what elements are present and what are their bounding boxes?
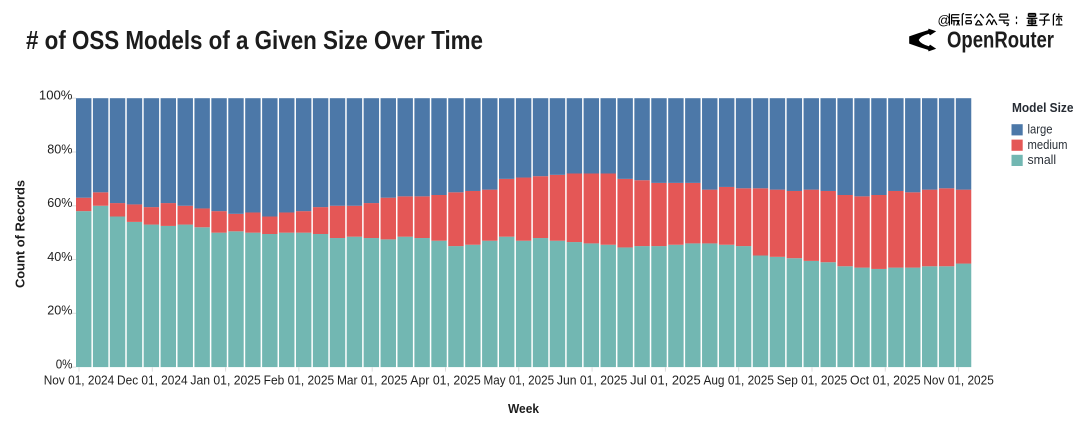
svg-text:100%: 100% [39, 88, 73, 103]
svg-text:# of OSS Models of a Given Siz: # of OSS Models of a Given Size Over Tim… [26, 25, 483, 55]
svg-text:Feb 01, 2025: Feb 01, 2025 [264, 373, 335, 388]
svg-text:Jul 01, 2025: Jul 01, 2025 [630, 373, 701, 388]
svg-text:Jan 01, 2025: Jan 01, 2025 [190, 373, 261, 388]
svg-text:Oct 01, 2025: Oct 01, 2025 [850, 373, 921, 388]
svg-text:Dec 01, 2024: Dec 01, 2024 [117, 373, 188, 388]
svg-text:60%: 60% [47, 195, 72, 210]
svg-text:small: small [1028, 153, 1057, 167]
svg-text:Nov 01, 2024: Nov 01, 2024 [44, 373, 115, 388]
svg-text:@: @ [938, 13, 951, 28]
svg-text:Apr 01, 2025: Apr 01, 2025 [410, 373, 481, 388]
svg-text:Nov 01, 2025: Nov 01, 2025 [923, 373, 994, 388]
svg-text:Jun 01, 2025: Jun 01, 2025 [557, 373, 628, 388]
svg-text:80%: 80% [47, 141, 72, 156]
svg-text:OpenRouter: OpenRouter [947, 27, 1054, 53]
svg-text:medium: medium [1028, 138, 1068, 152]
svg-text:large: large [1028, 123, 1053, 137]
svg-text:Mar 01, 2025: Mar 01, 2025 [337, 373, 408, 388]
svg-text:20%: 20% [47, 303, 72, 318]
svg-text:Week: Week [508, 401, 540, 416]
svg-text:May 01, 2025: May 01, 2025 [484, 373, 555, 388]
svg-text:40%: 40% [47, 249, 72, 264]
svg-text:Sep 01, 2025: Sep 01, 2025 [777, 373, 848, 388]
svg-text:Aug 01, 2025: Aug 01, 2025 [703, 373, 774, 388]
svg-text:0%: 0% [56, 357, 73, 372]
svg-text:Count of Records: Count of Records [12, 180, 27, 288]
svg-text:Model Size: Model Size [1012, 100, 1074, 115]
